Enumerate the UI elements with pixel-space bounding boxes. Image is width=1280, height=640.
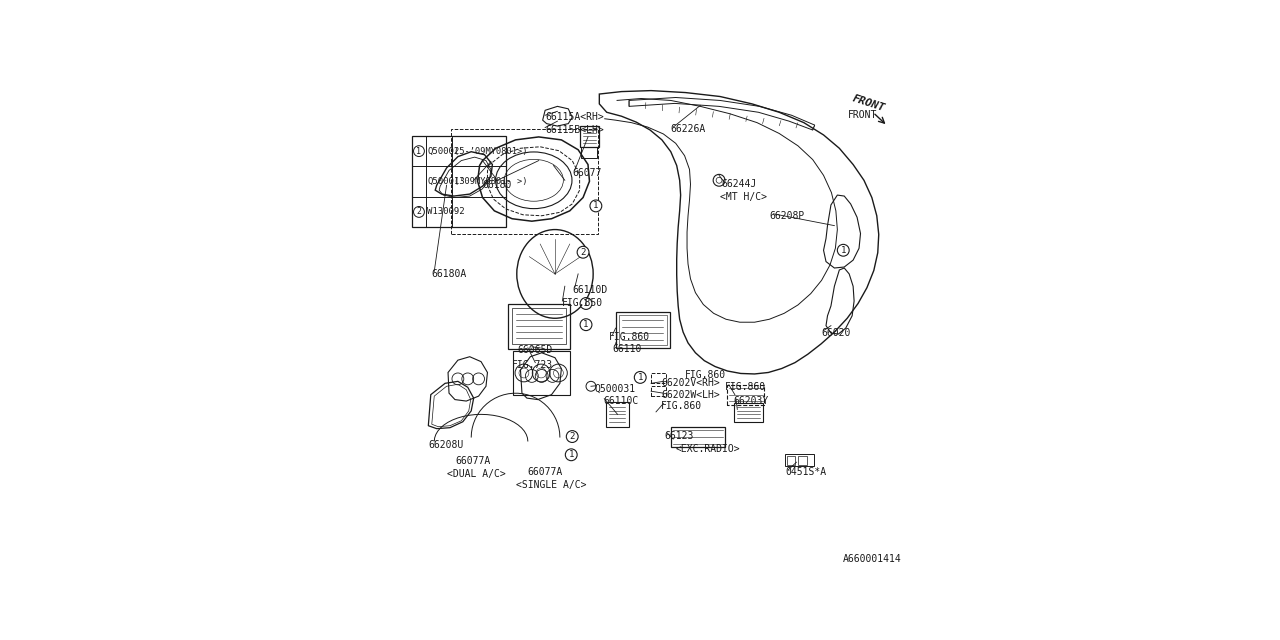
- Circle shape: [635, 371, 646, 383]
- Bar: [508, 305, 570, 349]
- Text: 1: 1: [841, 246, 846, 255]
- Text: 2: 2: [580, 248, 586, 257]
- Text: 1: 1: [416, 147, 421, 156]
- Text: FIG.860: FIG.860: [724, 382, 767, 392]
- Text: 66115B<LH>: 66115B<LH>: [545, 125, 604, 134]
- Text: FIG.723: FIG.723: [512, 360, 553, 370]
- Text: 66208U: 66208U: [429, 440, 463, 450]
- Circle shape: [413, 207, 425, 218]
- Text: 66020: 66020: [820, 328, 850, 338]
- Text: FIG.860: FIG.860: [660, 401, 701, 411]
- Text: 66180: 66180: [483, 180, 512, 190]
- Text: ( -’09MY0801>): ( -’09MY0801>): [454, 147, 527, 156]
- Bar: [616, 312, 669, 348]
- Text: <SINGLE A/C>: <SINGLE A/C>: [516, 480, 586, 490]
- Text: Q500013: Q500013: [428, 177, 465, 186]
- Circle shape: [413, 146, 425, 157]
- Text: 66110C: 66110C: [603, 396, 639, 406]
- Circle shape: [590, 200, 602, 212]
- Text: 1: 1: [584, 320, 589, 329]
- Circle shape: [580, 319, 591, 331]
- Text: 66077: 66077: [572, 168, 602, 178]
- Text: FRONT: FRONT: [851, 93, 886, 113]
- Text: 66208P: 66208P: [769, 211, 805, 221]
- Circle shape: [566, 431, 579, 442]
- Text: Q500025: Q500025: [428, 147, 465, 156]
- Circle shape: [837, 244, 849, 256]
- Bar: [652, 374, 666, 383]
- Text: 2: 2: [416, 207, 421, 216]
- Bar: [787, 456, 795, 465]
- Text: 1: 1: [637, 373, 643, 382]
- Text: 66077A: 66077A: [454, 456, 490, 466]
- Text: 66202W<LH>: 66202W<LH>: [660, 390, 719, 399]
- Bar: [618, 316, 667, 345]
- Text: 66180A: 66180A: [431, 269, 467, 279]
- Text: 66065D: 66065D: [517, 346, 552, 355]
- Text: 66110D: 66110D: [572, 285, 608, 295]
- Text: 66226A: 66226A: [671, 124, 707, 134]
- Text: 66077A: 66077A: [527, 467, 562, 477]
- Text: 66110: 66110: [613, 344, 643, 355]
- Text: FIG.860: FIG.860: [685, 370, 726, 380]
- Text: 66203Y: 66203Y: [733, 396, 768, 406]
- Text: 66244J: 66244J: [721, 179, 756, 189]
- Text: 66123: 66123: [664, 431, 694, 440]
- Text: FRONT: FRONT: [849, 110, 878, 120]
- Text: 1: 1: [568, 451, 573, 460]
- Circle shape: [566, 449, 577, 461]
- Text: 0451S*A: 0451S*A: [785, 467, 826, 477]
- Bar: [652, 387, 666, 396]
- Circle shape: [580, 298, 591, 309]
- Text: <MT H/C>: <MT H/C>: [721, 191, 767, 202]
- Text: A660001414: A660001414: [842, 554, 901, 564]
- Circle shape: [577, 246, 589, 258]
- Text: FIG.850: FIG.850: [562, 298, 603, 308]
- Text: W130092: W130092: [428, 207, 465, 216]
- Text: 66202V<RH>: 66202V<RH>: [660, 378, 719, 388]
- Text: 1: 1: [584, 299, 589, 308]
- Text: (’09MY0801- >): (’09MY0801- >): [454, 177, 527, 186]
- Text: Q500031: Q500031: [594, 383, 636, 393]
- Bar: [412, 136, 506, 227]
- Bar: [797, 456, 806, 465]
- Text: 66115A<RH>: 66115A<RH>: [545, 112, 604, 122]
- Text: <DUAL A/C>: <DUAL A/C>: [447, 468, 506, 479]
- Text: <EXC.RADIO>: <EXC.RADIO>: [676, 444, 740, 454]
- Text: FIG.860: FIG.860: [609, 332, 650, 342]
- Text: 1: 1: [593, 202, 599, 211]
- Text: 2: 2: [570, 432, 575, 441]
- Bar: [512, 308, 566, 344]
